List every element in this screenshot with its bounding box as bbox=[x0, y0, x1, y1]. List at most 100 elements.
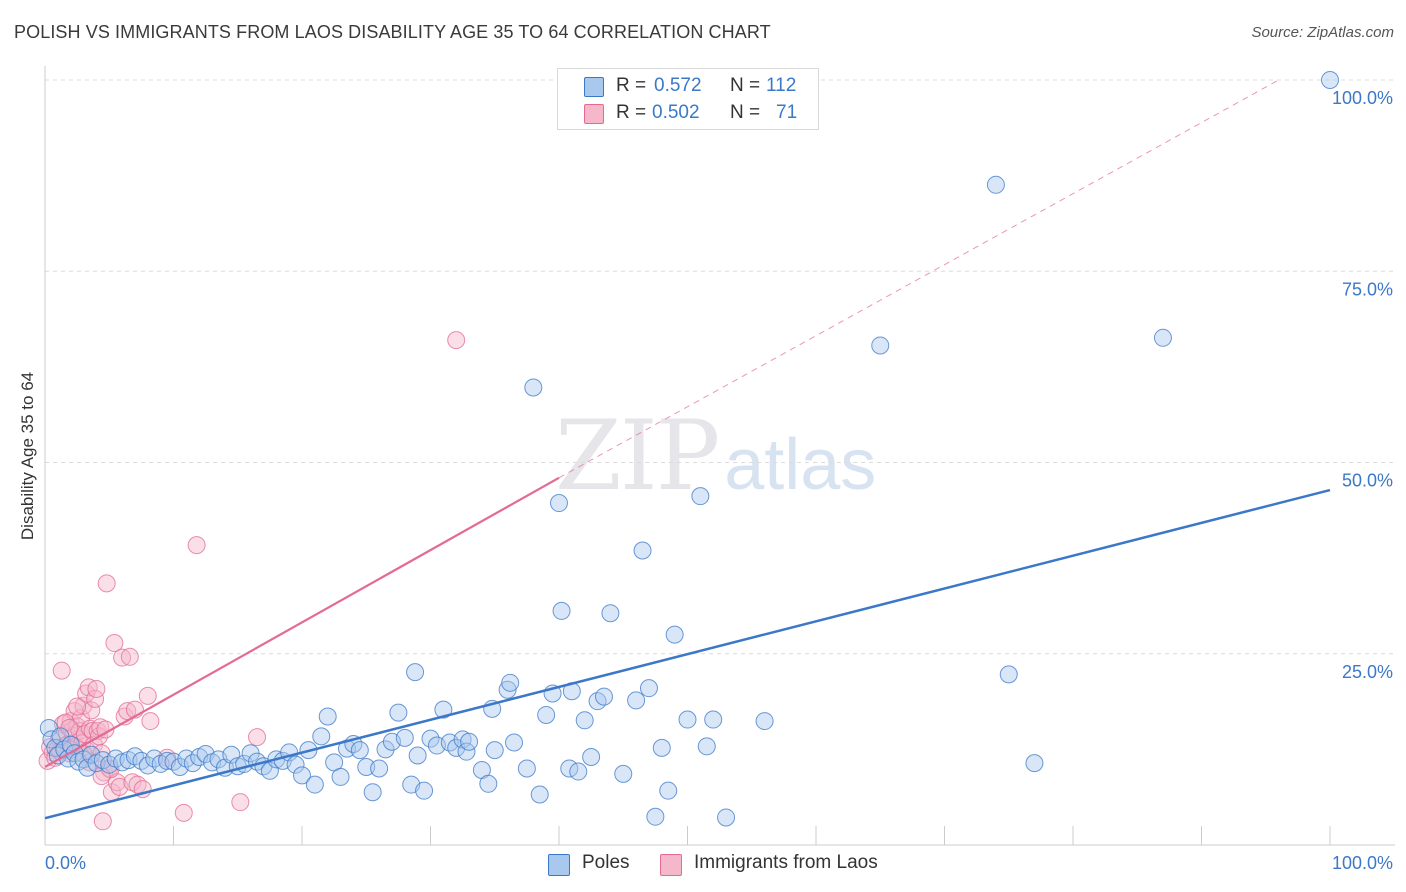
laos-point bbox=[105, 634, 124, 653]
poles-point bbox=[415, 781, 434, 800]
poles-point bbox=[1153, 328, 1172, 347]
poles-point bbox=[505, 733, 524, 752]
poles-point bbox=[293, 766, 311, 785]
laos-point bbox=[52, 661, 71, 680]
poles-point bbox=[537, 705, 556, 724]
laos-point bbox=[187, 536, 206, 555]
poles-point bbox=[594, 687, 613, 706]
poles-point bbox=[524, 378, 543, 397]
chart-title: POLISH VS IMMIGRANTS FROM LAOS DISABILIT… bbox=[14, 22, 771, 42]
poles-point bbox=[485, 741, 504, 760]
poles-point bbox=[986, 175, 1005, 194]
laos-point bbox=[87, 679, 106, 698]
poles-point bbox=[357, 757, 376, 776]
source-note: Source: ZipAtlas.com bbox=[1251, 24, 1394, 41]
poles-point bbox=[350, 741, 369, 760]
poles-point bbox=[460, 732, 479, 751]
laos-point bbox=[447, 331, 466, 350]
poles-point bbox=[646, 807, 665, 826]
poles-point bbox=[286, 755, 305, 774]
bottom-legend-label: Immigrants from Laos bbox=[694, 852, 878, 873]
poles-point bbox=[331, 767, 350, 786]
poles-point bbox=[125, 747, 144, 766]
poles-point bbox=[588, 692, 607, 711]
poles-point bbox=[1321, 71, 1339, 89]
poles-point bbox=[389, 703, 408, 722]
poles-point bbox=[305, 775, 324, 794]
poles-point bbox=[260, 761, 279, 780]
correlation-legend: R = 0.572 N = 112 R = 0.502 N = 71 bbox=[557, 68, 819, 130]
legend-r-value: 0.502 bbox=[652, 102, 700, 123]
poles-point bbox=[665, 625, 684, 644]
laos-point bbox=[93, 812, 112, 831]
poles-point bbox=[395, 728, 414, 747]
laos-point bbox=[96, 720, 115, 739]
legend-n-value: 112 bbox=[766, 75, 797, 96]
x-tick-label: 0.0% bbox=[45, 853, 86, 873]
y-tick-label: 50.0% bbox=[1342, 471, 1393, 491]
laos-point bbox=[120, 647, 139, 666]
poles-point bbox=[569, 762, 588, 781]
poles-point bbox=[652, 738, 671, 757]
laos-point bbox=[97, 574, 116, 593]
poles-point bbox=[93, 751, 112, 770]
watermark-atlas: atlas bbox=[724, 425, 877, 505]
legend-r-label: R = bbox=[616, 102, 647, 123]
poles-point bbox=[755, 712, 774, 731]
laos-point bbox=[68, 697, 87, 716]
poles-point bbox=[614, 764, 633, 783]
y-tick-label: 75.0% bbox=[1342, 279, 1393, 299]
poles-point bbox=[691, 487, 710, 506]
y-tick-label: 100.0% bbox=[1332, 88, 1393, 108]
poles-point bbox=[697, 737, 716, 756]
bottom-swatch-pink bbox=[660, 854, 682, 876]
poles-point bbox=[421, 729, 440, 748]
legend-swatch-pink bbox=[584, 104, 604, 124]
poles-point bbox=[575, 711, 594, 730]
poles-point bbox=[177, 749, 196, 768]
poles-point bbox=[434, 700, 453, 719]
laos-point bbox=[174, 803, 193, 822]
poles-point bbox=[717, 808, 736, 827]
poles-point bbox=[871, 336, 890, 355]
poles-point bbox=[530, 785, 549, 804]
legend-n-value: 71 bbox=[776, 102, 798, 123]
legend-n-label: N = bbox=[730, 75, 761, 96]
poles-point bbox=[370, 759, 389, 778]
poles-point bbox=[479, 774, 498, 793]
poles-point bbox=[552, 601, 571, 620]
poles-point bbox=[312, 727, 331, 746]
poles-point bbox=[999, 665, 1018, 684]
poles-point bbox=[1025, 754, 1044, 773]
poles-point bbox=[82, 745, 101, 764]
bottom-swatch-blue bbox=[548, 854, 570, 876]
laos-point bbox=[141, 712, 160, 731]
laos-point bbox=[138, 686, 157, 705]
poles-point bbox=[659, 781, 678, 800]
poles-point bbox=[550, 494, 568, 513]
legend-r-value: 0.572 bbox=[654, 75, 702, 96]
poles-point bbox=[376, 740, 395, 759]
legend-r-label: R = bbox=[616, 75, 647, 96]
poles-point bbox=[318, 707, 337, 726]
poles-point bbox=[498, 680, 517, 699]
laos-trend-extension bbox=[558, 79, 1279, 479]
x-tick-label: 100.0% bbox=[1332, 853, 1393, 873]
y-tick-label: 25.0% bbox=[1342, 662, 1393, 682]
poles-point bbox=[582, 748, 601, 767]
laos-point bbox=[248, 728, 267, 747]
poles-point bbox=[639, 679, 658, 698]
poles-point bbox=[408, 746, 427, 765]
poles-point bbox=[222, 745, 241, 764]
laos-point bbox=[231, 793, 250, 812]
poles-point bbox=[406, 663, 425, 682]
poles-point bbox=[678, 710, 697, 729]
laos-point bbox=[82, 701, 101, 720]
legend-n-label: N = bbox=[730, 102, 761, 123]
legend-swatch-blue bbox=[584, 77, 604, 97]
poles-point bbox=[363, 783, 382, 802]
laos-point bbox=[86, 689, 105, 708]
poles-point bbox=[501, 673, 520, 692]
laos-trend-line bbox=[44, 476, 560, 768]
